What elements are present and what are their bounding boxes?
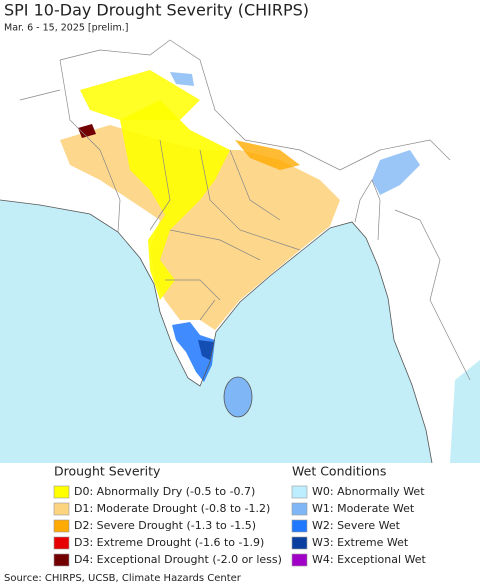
legend-swatch bbox=[53, 502, 70, 516]
legend-label: D0: Abnormally Dry (-0.5 to -0.7) bbox=[74, 485, 255, 498]
legend-label: D2: Severe Drought (-1.3 to -1.5) bbox=[74, 519, 256, 532]
legend-label: D3: Extreme Drought (-1.6 to -1.9) bbox=[74, 536, 264, 549]
sea bbox=[0, 200, 432, 463]
legend-label: W2: Severe Wet bbox=[312, 519, 401, 532]
map-title: SPI 10-Day Drought Severity (CHIRPS) bbox=[4, 1, 309, 20]
sea-east bbox=[450, 360, 480, 463]
legend-panel bbox=[0, 463, 480, 586]
map bbox=[0, 39, 480, 464]
legend-swatch bbox=[53, 485, 70, 499]
legend-label: W4: Exceptional Wet bbox=[312, 553, 427, 566]
map-subtitle: Mar. 6 - 15, 2025 [prelim.] bbox=[4, 23, 128, 34]
legend-label: D1: Moderate Drought (-0.8 to -1.2) bbox=[74, 502, 270, 515]
drought-d2 bbox=[235, 140, 300, 170]
state-border bbox=[149, 139, 301, 321]
wet-south-deep bbox=[198, 340, 214, 360]
legend-label: W1: Moderate Wet bbox=[312, 502, 415, 515]
country-border bbox=[19, 39, 471, 381]
legend-swatch bbox=[53, 553, 70, 567]
legend-label: W0: Abnormally Wet bbox=[312, 485, 425, 498]
legend-label: D4: Exceptional Drought (-2.0 or less) bbox=[74, 553, 282, 566]
legend-swatch bbox=[291, 502, 308, 516]
legend-swatch bbox=[291, 553, 308, 567]
coastline bbox=[0, 199, 433, 464]
source: Source: CHIRPS, UCSB, Climate Hazards Ce… bbox=[4, 573, 242, 584]
legend-title: Drought Severity bbox=[54, 464, 161, 479]
legend-label: W3: Extreme Wet bbox=[312, 536, 409, 549]
wet-northeast bbox=[372, 150, 420, 195]
legend-swatch bbox=[291, 536, 308, 550]
wet-north bbox=[170, 72, 194, 86]
legend-swatch bbox=[291, 519, 308, 533]
wet-south bbox=[172, 322, 215, 382]
drought-d0-north bbox=[80, 70, 200, 120]
legend-swatch bbox=[53, 519, 70, 533]
legend-swatch bbox=[291, 485, 308, 499]
sri-lanka bbox=[223, 376, 253, 418]
legend-title: Wet Conditions bbox=[292, 464, 386, 479]
drought-d4 bbox=[78, 124, 96, 138]
legend-swatch bbox=[53, 536, 70, 550]
drought-d0 bbox=[120, 100, 230, 300]
drought-d1 bbox=[60, 125, 340, 330]
